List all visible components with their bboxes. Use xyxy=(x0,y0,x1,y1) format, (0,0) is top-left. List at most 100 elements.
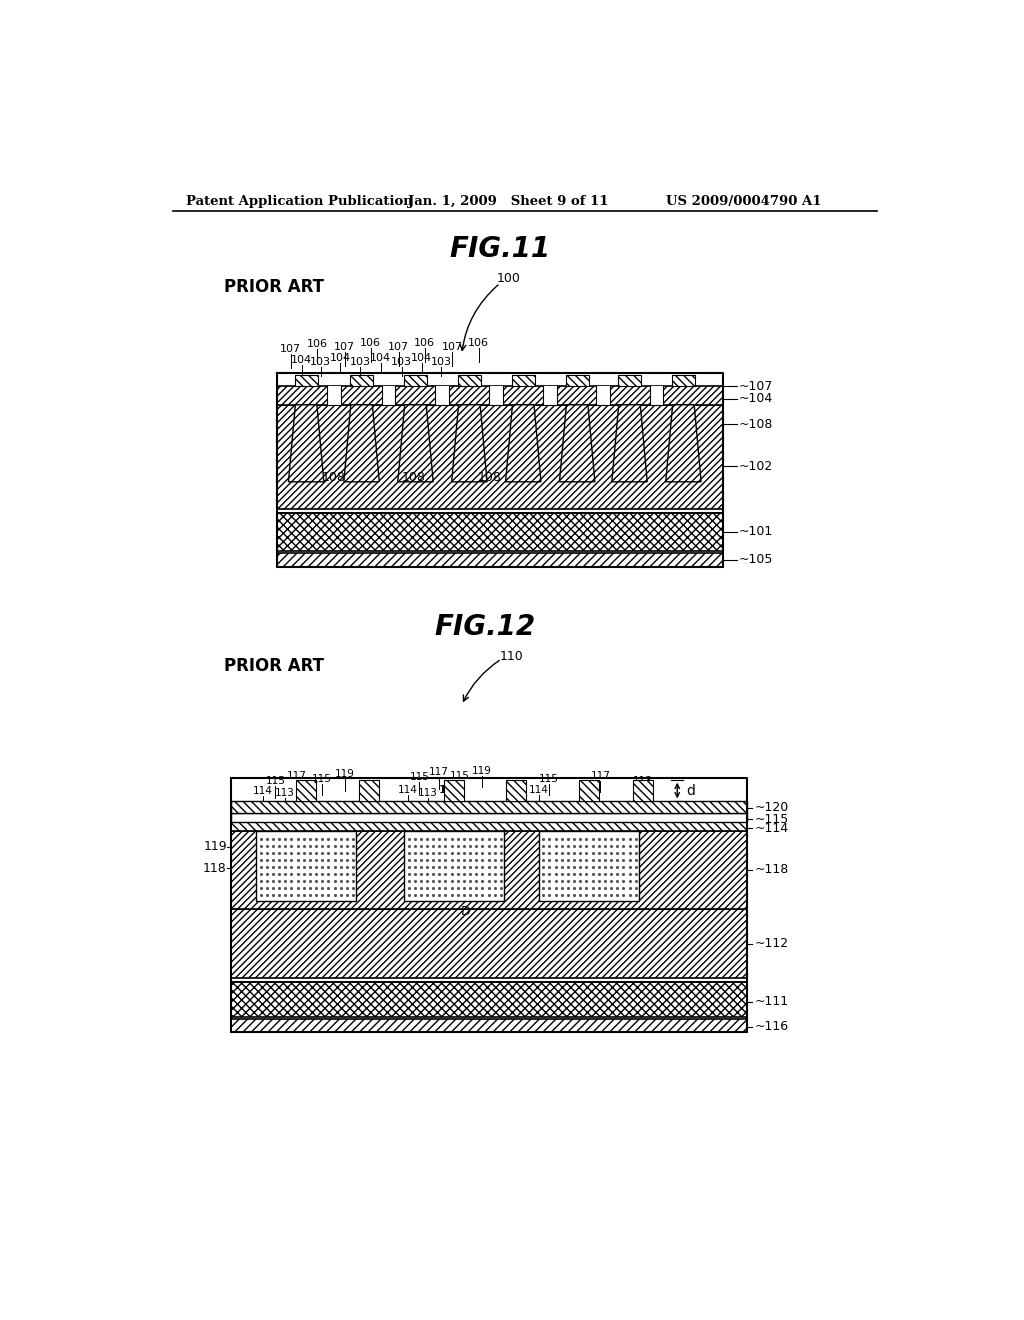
Polygon shape xyxy=(611,405,647,482)
Polygon shape xyxy=(506,405,541,482)
Bar xyxy=(539,832,639,900)
Text: 107: 107 xyxy=(388,342,409,352)
Bar xyxy=(230,822,746,832)
Bar xyxy=(672,375,695,385)
Text: 104: 104 xyxy=(291,355,312,364)
Bar xyxy=(256,832,356,900)
Polygon shape xyxy=(397,405,433,482)
Bar xyxy=(617,375,641,385)
Bar xyxy=(489,385,503,405)
Text: 103: 103 xyxy=(430,358,452,367)
Text: 114: 114 xyxy=(397,785,418,795)
Text: ~102: ~102 xyxy=(739,459,773,473)
Bar xyxy=(633,780,652,801)
Text: 117: 117 xyxy=(287,771,307,780)
Text: Patent Application Publication: Patent Application Publication xyxy=(186,195,413,209)
Text: 119: 119 xyxy=(670,812,690,822)
Text: 104: 104 xyxy=(411,354,432,363)
Text: 104: 104 xyxy=(371,354,391,363)
Text: ~108: ~108 xyxy=(739,417,773,430)
Text: 106: 106 xyxy=(360,338,381,348)
Text: 118: 118 xyxy=(203,862,226,875)
Text: ~101: ~101 xyxy=(739,525,773,539)
Text: US 2009/0004790 A1: US 2009/0004790 A1 xyxy=(666,195,821,209)
Bar xyxy=(296,780,316,801)
Text: 114: 114 xyxy=(438,785,459,795)
Text: 107: 107 xyxy=(334,342,355,352)
Bar xyxy=(276,553,724,566)
Text: d: d xyxy=(686,784,695,797)
Bar xyxy=(444,780,464,801)
Bar xyxy=(544,385,557,405)
Text: 100: 100 xyxy=(497,272,520,285)
Text: 108: 108 xyxy=(322,471,346,484)
Bar xyxy=(230,1019,746,1032)
Text: 107: 107 xyxy=(442,342,463,352)
Text: 119: 119 xyxy=(203,841,226,853)
Bar xyxy=(295,375,317,385)
Bar xyxy=(512,375,535,385)
Text: 103: 103 xyxy=(349,358,371,367)
Bar xyxy=(506,780,525,801)
Bar xyxy=(276,385,724,405)
Bar xyxy=(276,405,724,508)
Text: 115: 115 xyxy=(265,776,286,785)
Bar xyxy=(230,1019,746,1032)
Bar xyxy=(350,375,373,385)
Bar xyxy=(633,780,652,801)
Text: PRIOR ART: PRIOR ART xyxy=(224,277,325,296)
Bar xyxy=(359,780,379,801)
Bar xyxy=(596,385,610,405)
Text: ~116: ~116 xyxy=(755,1020,788,1034)
Bar xyxy=(230,982,746,1016)
Bar xyxy=(230,801,746,813)
Bar xyxy=(444,780,464,801)
Text: 110: 110 xyxy=(500,649,524,663)
Text: 103: 103 xyxy=(391,358,412,367)
Bar xyxy=(230,813,746,822)
Bar xyxy=(579,780,599,801)
Polygon shape xyxy=(666,405,701,482)
Text: 106: 106 xyxy=(468,338,489,348)
Bar xyxy=(458,375,481,385)
Bar xyxy=(276,553,724,566)
Bar xyxy=(276,385,724,405)
Text: 107: 107 xyxy=(281,345,301,354)
Text: 115: 115 xyxy=(539,774,559,784)
Text: FIG.12: FIG.12 xyxy=(434,612,536,640)
Bar xyxy=(350,375,373,385)
Text: D: D xyxy=(461,906,470,917)
Text: 119: 119 xyxy=(335,770,354,779)
Bar xyxy=(458,375,481,385)
Bar xyxy=(327,385,341,405)
Text: 103: 103 xyxy=(310,358,331,367)
Bar xyxy=(403,375,427,385)
Bar xyxy=(382,385,395,405)
Text: ~120: ~120 xyxy=(755,801,788,814)
Text: ~118: ~118 xyxy=(755,863,788,876)
Bar xyxy=(649,385,664,405)
Text: 117: 117 xyxy=(590,771,610,780)
Text: 108: 108 xyxy=(477,471,502,484)
Bar xyxy=(230,982,746,1016)
Text: 115: 115 xyxy=(410,772,429,781)
Text: PRIOR ART: PRIOR ART xyxy=(224,657,325,676)
Bar xyxy=(230,832,746,909)
Polygon shape xyxy=(289,405,324,482)
Text: 113: 113 xyxy=(633,776,652,785)
Bar xyxy=(295,375,317,385)
Text: 113: 113 xyxy=(274,788,295,799)
Polygon shape xyxy=(344,405,379,482)
Text: ~115: ~115 xyxy=(755,813,788,825)
Text: ~112: ~112 xyxy=(755,937,788,950)
Text: ~114: ~114 xyxy=(755,822,788,834)
Bar xyxy=(276,512,724,552)
Text: ~107: ~107 xyxy=(739,380,773,393)
Bar xyxy=(230,822,746,832)
Text: 114: 114 xyxy=(439,785,460,795)
Polygon shape xyxy=(452,405,487,482)
Bar xyxy=(403,832,504,900)
Text: 114: 114 xyxy=(528,785,549,795)
Bar xyxy=(230,909,746,978)
Text: ~105: ~105 xyxy=(739,553,773,566)
